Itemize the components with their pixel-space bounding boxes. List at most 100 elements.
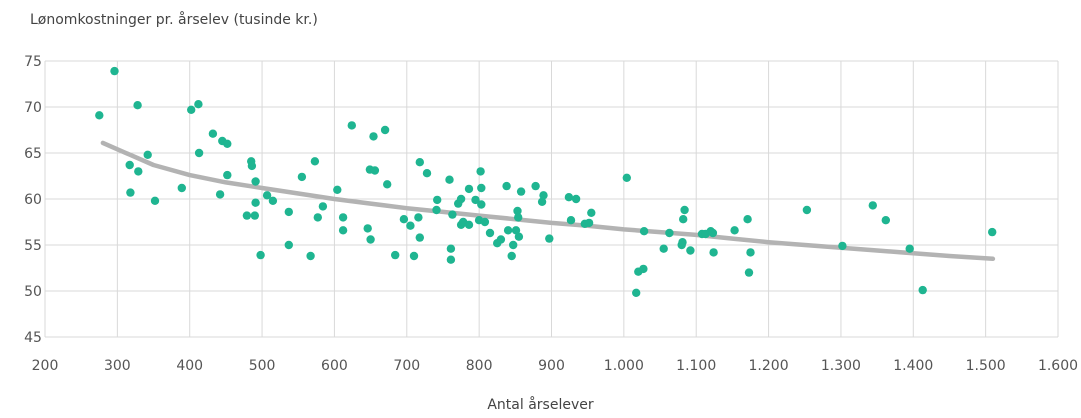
data-point: [445, 175, 454, 184]
x-tick-label: 1.600: [1038, 358, 1078, 374]
data-point: [639, 227, 649, 236]
x-tick-label: 400: [176, 358, 203, 374]
x-tick-label: 600: [321, 358, 348, 374]
data-point: [310, 157, 320, 166]
data-point: [485, 228, 495, 238]
data-point: [480, 217, 490, 227]
y-tick-label: 75: [24, 54, 42, 70]
y-tick-label: 65: [24, 146, 42, 162]
data-point: [744, 268, 754, 277]
data-point: [284, 240, 293, 250]
x-tick-label: 1.300: [821, 358, 861, 374]
trendline-layer: [100, 140, 996, 262]
data-point: [477, 200, 486, 209]
data-point: [134, 167, 143, 176]
data-point: [370, 166, 380, 175]
data-point: [464, 184, 474, 194]
data-point: [622, 173, 631, 182]
data-point: [347, 121, 356, 130]
data-point: [363, 224, 372, 233]
data-point: [709, 248, 718, 257]
data-point: [247, 161, 257, 171]
data-point: [251, 198, 260, 207]
data-point: [383, 180, 392, 189]
data-point: [318, 202, 328, 211]
y-tick-label: 45: [24, 330, 42, 346]
data-point: [110, 66, 119, 76]
data-point: [126, 188, 135, 197]
data-point: [391, 250, 400, 260]
data-point: [509, 240, 518, 250]
x-tick-label: 1.400: [893, 358, 933, 374]
data-point: [477, 183, 486, 193]
data-point: [415, 233, 424, 242]
data-point: [514, 213, 523, 222]
data-point: [409, 251, 419, 261]
data-point: [194, 100, 203, 109]
x-tick-label: 1.200: [749, 358, 789, 374]
data-point: [432, 205, 441, 215]
data-point: [905, 244, 914, 253]
x-tick-label: 1.500: [966, 358, 1006, 374]
data-point: [679, 215, 688, 224]
data-point: [433, 195, 442, 205]
data-point: [369, 132, 378, 141]
x-tick-label: 500: [249, 358, 276, 374]
data-point: [380, 125, 390, 135]
data-point: [446, 244, 456, 253]
grid: [44, 60, 1059, 338]
data-point: [194, 148, 204, 158]
data-point: [338, 213, 348, 222]
data-point: [414, 213, 423, 222]
x-tick-label: 300: [104, 358, 131, 374]
data-point: [125, 160, 134, 170]
data-point: [881, 216, 890, 225]
data-point: [507, 251, 516, 261]
data-point: [177, 183, 186, 193]
data-point: [571, 194, 581, 204]
y-tick-labels: 45 50 55 60 65 70 75: [24, 54, 42, 346]
data-point: [223, 170, 232, 180]
x-tick-label: 700: [393, 358, 420, 374]
data-point: [448, 210, 457, 219]
data-point: [399, 215, 409, 224]
data-point: [564, 193, 574, 202]
data-point: [659, 244, 668, 253]
data-point: [511, 226, 521, 235]
x-tick-labels: 200 300 400 500 600 700 800 900 1.000 1.100 1.200 1…: [32, 358, 1078, 374]
data-point: [496, 235, 506, 244]
data-point: [665, 228, 674, 238]
data-point: [639, 264, 648, 274]
data-point: [95, 111, 104, 120]
y-tick-label: 60: [24, 192, 42, 208]
data-point: [415, 158, 424, 167]
data-point: [406, 221, 415, 230]
data-point: [313, 213, 322, 222]
data-point: [531, 181, 540, 191]
data-point: [513, 206, 522, 216]
data-point: [223, 139, 232, 148]
data-point: [730, 226, 739, 235]
data-point: [743, 215, 752, 224]
data-point: [256, 250, 265, 260]
data-point: [471, 195, 480, 205]
x-tick-label: 1.100: [676, 358, 716, 374]
data-point: [678, 238, 687, 247]
x-tick-label: 900: [538, 358, 565, 374]
data-point: [143, 150, 152, 159]
data-point: [503, 226, 513, 235]
data-point: [133, 101, 142, 110]
data-point: [464, 220, 474, 229]
data-point: [306, 251, 315, 261]
x-axis-label: Antal årselever: [487, 397, 594, 413]
data-point: [514, 232, 524, 241]
data-point: [262, 191, 272, 200]
data-point: [297, 172, 307, 182]
data-point: [456, 194, 466, 204]
data-point: [242, 211, 252, 220]
data-point: [537, 197, 547, 206]
data-point: [476, 167, 485, 176]
data-point: [868, 201, 877, 210]
data-point: [338, 226, 348, 235]
